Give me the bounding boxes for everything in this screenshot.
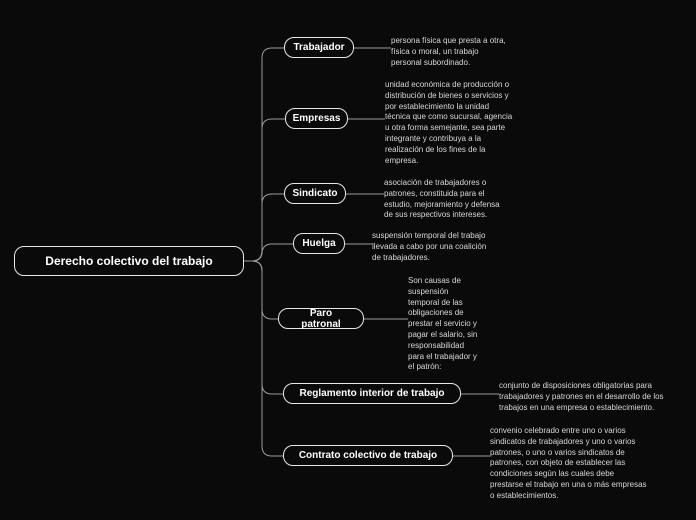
child-node: Paro patronal: [278, 308, 364, 329]
child-label: Reglamento interior de trabajo: [299, 388, 444, 399]
child-description: conjunto de disposiciones obligatorias p…: [499, 381, 679, 413]
child-label: Sindicato: [293, 188, 338, 199]
child-label: Huelga: [302, 238, 335, 249]
child-description: suspensión temporal del trabajo llevada …: [372, 231, 490, 263]
root-label: Derecho colectivo del trabajo: [45, 254, 212, 268]
child-node: Sindicato: [284, 183, 346, 204]
child-node: Huelga: [293, 233, 345, 254]
child-description: unidad económica de producción o distrib…: [385, 80, 513, 166]
child-description: persona física que presta a otra, física…: [391, 36, 511, 68]
child-node: Contrato colectivo de trabajo: [283, 445, 453, 466]
child-label: Contrato colectivo de trabajo: [299, 450, 437, 461]
child-label: Empresas: [293, 113, 341, 124]
child-label: Paro patronal: [289, 308, 353, 330]
child-description: asociación de trabajadores o patrones, c…: [384, 178, 510, 221]
child-description: Son causas de suspensión temporal de las…: [408, 276, 480, 373]
child-description: convenio celebrado entre uno o varios si…: [490, 426, 648, 502]
child-label: Trabajador: [293, 42, 344, 53]
root-node: Derecho colectivo del trabajo: [14, 246, 244, 276]
child-node: Trabajador: [284, 37, 354, 58]
child-node: Empresas: [285, 108, 348, 129]
child-node: Reglamento interior de trabajo: [283, 383, 461, 404]
